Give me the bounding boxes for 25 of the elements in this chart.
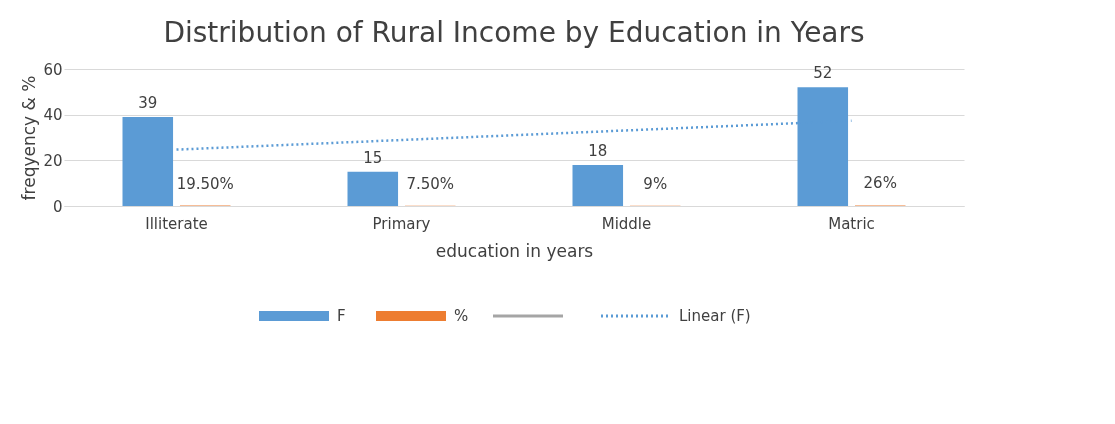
x-tick-label: Matric (828, 214, 875, 233)
x-tick-label: Illiterate (145, 214, 208, 233)
y-axis-title: freqyency & % (19, 75, 40, 201)
x-tick-label: Primary (372, 214, 431, 233)
data-label: 18 (588, 141, 608, 160)
data-label: 39 (138, 93, 158, 112)
data-label: 15 (363, 148, 383, 167)
chart-title: Distribution of Rural Income by Education in Years (163, 16, 865, 49)
bar (122, 116, 174, 206)
legend-label: F (337, 307, 346, 325)
y-tick-label: 40 (43, 106, 63, 125)
bar (347, 171, 399, 206)
x-tick-label: Middle (601, 214, 652, 233)
data-label: 7.50% (406, 174, 455, 193)
data-label: 26% (863, 174, 897, 193)
legend-label: Linear (F) (679, 307, 751, 325)
data-label: 52 (813, 64, 833, 83)
y-tick-label: 20 (43, 151, 63, 170)
y-tick-label: 60 (43, 60, 63, 79)
y-tick-label: 0 (52, 197, 63, 216)
bar (572, 164, 624, 206)
x-axis-title: education in years (435, 240, 594, 261)
data-label: 19.50% (176, 174, 234, 193)
data-label: 9% (643, 174, 668, 193)
legend-label: % (454, 307, 469, 325)
